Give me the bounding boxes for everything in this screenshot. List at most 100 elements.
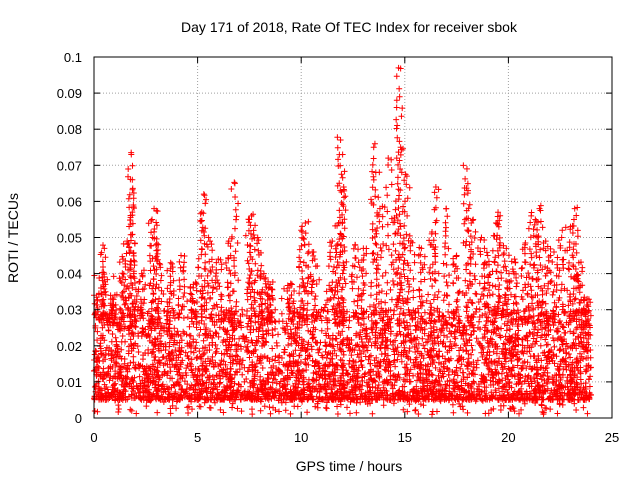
data-point-2057: [498, 370, 505, 377]
data-point-503: [222, 361, 229, 368]
data-point-809: [94, 408, 101, 415]
data-point-1583: [553, 353, 560, 360]
data-point-1887: [190, 349, 197, 356]
data-point-1828: [468, 342, 475, 349]
data-point-2083: [555, 319, 562, 326]
data-point-1973: [329, 336, 336, 343]
data-point-1009: [538, 376, 545, 383]
data-point-1106: [125, 350, 132, 357]
data-point-840: [451, 386, 458, 393]
data-point-1150: [187, 348, 194, 355]
data-point-1553: [560, 324, 567, 331]
data-point-963: [566, 371, 573, 378]
data-point-927: [484, 328, 491, 335]
data-point-937: [211, 322, 218, 329]
data-point-2017: [368, 317, 375, 324]
data-point-2090: [181, 378, 188, 385]
data-point-1790: [537, 342, 544, 349]
data-point-919: [556, 347, 563, 354]
data-point-1051: [355, 319, 362, 326]
data-point-828: [394, 356, 401, 363]
data-point-1375: [250, 377, 257, 384]
data-point-1224: [256, 325, 263, 332]
data-point-866: [296, 352, 303, 359]
data-point-1957: [299, 336, 306, 343]
data-point-1536: [132, 394, 139, 401]
data-point-1312: [354, 351, 361, 358]
data-point-986: [390, 400, 397, 407]
data-point-852: [432, 364, 439, 371]
data-point-1469: [363, 325, 370, 332]
data-point-432: [547, 406, 554, 413]
data-point-1035: [201, 349, 208, 356]
data-point-419: [569, 359, 576, 366]
data-point-1351: [349, 373, 356, 380]
data-point-1958: [111, 373, 118, 380]
data-point-1494: [275, 354, 282, 361]
data-point-1003: [216, 324, 223, 331]
data-point-1165: [316, 276, 323, 283]
data-point-1040: [304, 409, 311, 416]
data-point-2082: [407, 366, 414, 373]
data-point-652: [347, 410, 354, 417]
data-point-1338: [227, 359, 234, 366]
data-point-1839: [357, 399, 364, 406]
data-point-319: [296, 318, 303, 325]
data-point-288: [264, 321, 271, 328]
data-point-311: [301, 288, 308, 295]
data-point-566: [244, 323, 251, 330]
data-point-1908: [332, 335, 339, 342]
data-point-1754: [201, 320, 208, 327]
data-point-1711: [404, 408, 411, 415]
data-point-1748: [527, 353, 534, 360]
data-point-1022: [276, 359, 283, 366]
data-point-1813: [383, 388, 390, 395]
data-point-1433: [438, 374, 445, 381]
data-point-1951: [516, 410, 523, 417]
data-point-753: [135, 348, 142, 355]
data-point-1898: [519, 359, 526, 366]
data-point-1247: [389, 277, 396, 284]
data-point-835: [559, 401, 566, 408]
data-point-1893: [193, 339, 200, 346]
data-point-1024: [382, 367, 389, 374]
data-point-111: [127, 359, 134, 366]
data-point-332: [229, 404, 236, 411]
data-point-527: [469, 347, 476, 354]
data-point-1880: [375, 359, 382, 366]
data-point-1570: [431, 335, 438, 342]
data-point-823: [367, 352, 374, 359]
data-point-2033: [582, 344, 589, 351]
data-point-1780: [540, 371, 547, 378]
data-point-2029: [130, 385, 137, 392]
data-point-1855: [518, 406, 525, 413]
data-point-669: [499, 388, 506, 395]
data-point-815: [357, 358, 364, 365]
data-point-675: [423, 297, 430, 304]
data-point-1215: [460, 406, 467, 413]
data-point-737: [200, 351, 207, 358]
data-point-1985: [534, 332, 541, 339]
data-point-921: [266, 404, 273, 411]
data-point-1504: [563, 377, 570, 384]
data-point-1765: [171, 315, 178, 322]
data-point-529: [283, 320, 290, 327]
data-point-1971: [483, 352, 490, 359]
data-point-2047: [211, 399, 218, 406]
data-point-1884: [435, 314, 442, 321]
data-point-375: [398, 358, 405, 365]
data-point-2053: [380, 402, 387, 409]
data-point-28: [287, 326, 294, 333]
data-point-204: [190, 338, 197, 345]
data-point-2036: [173, 405, 180, 412]
data-point-482: [209, 305, 216, 312]
data-point-1980: [348, 352, 355, 359]
data-point-1134: [299, 322, 306, 329]
data-point-1321: [551, 360, 558, 367]
data-point-404: [281, 285, 288, 292]
data-point-1781: [110, 273, 117, 280]
data-point-1366: [444, 378, 451, 385]
data-point-1369: [465, 382, 472, 389]
data-point-1190: [511, 408, 518, 415]
data-point-152: [100, 365, 107, 372]
